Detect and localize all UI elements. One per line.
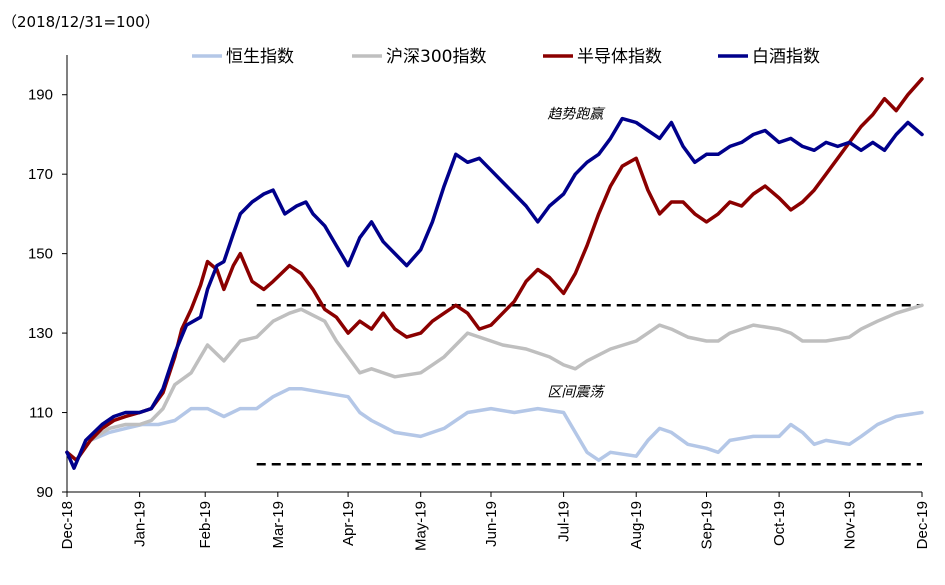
series-line [65, 303, 924, 462]
x-tick-label: Feb-19 [197, 501, 214, 549]
legend: 恒生指数 沪深300指数 半导体指数 白酒指数 [192, 47, 820, 67]
reference-lines [256, 304, 922, 466]
legend-label: 半导体指数 [577, 47, 662, 67]
x-tick-label: Jan-19 [132, 501, 149, 547]
x-tick-label: Aug-19 [628, 501, 645, 549]
series-group [65, 77, 924, 470]
annotation-label: 趋势跑赢 [547, 107, 606, 123]
series-line [65, 116, 924, 470]
y-tick-label: 130 [28, 325, 53, 342]
x-tick-label: Mar-19 [270, 501, 287, 549]
y-tick-label: 150 [28, 246, 53, 263]
x-tick-label: Dec-18 [59, 501, 76, 549]
x-tick-label: Oct-19 [771, 501, 788, 546]
x-tick-label: Jun-19 [483, 501, 500, 547]
x-tick-label: Dec-19 [914, 501, 931, 549]
chart-subtitle: （2018/12/31=100） [2, 13, 160, 31]
legend-label: 白酒指数 [752, 47, 820, 67]
axes: 90 110 130 150 170 190 Dec-18 Jan-19 Feb-19 Mar-1… [28, 55, 931, 551]
y-tick-label: 170 [28, 166, 53, 183]
series-line [65, 386, 924, 462]
y-tick-label: 110 [29, 405, 53, 422]
x-tick-label: Sep-19 [698, 501, 715, 549]
y-tick-label: 90 [36, 484, 53, 501]
legend-label: 恒生指数 [226, 47, 294, 67]
x-tick-label: Nov-19 [841, 501, 858, 549]
series-line [65, 77, 924, 462]
x-tick-label: Apr-19 [340, 501, 357, 546]
x-tick-label: Jul-19 [556, 501, 573, 542]
annotation-label: 区间震荡 [547, 385, 605, 401]
x-tick-label: May-19 [413, 501, 430, 551]
legend-label: 沪深300指数 [386, 47, 486, 67]
y-tick-label: 190 [28, 87, 53, 104]
